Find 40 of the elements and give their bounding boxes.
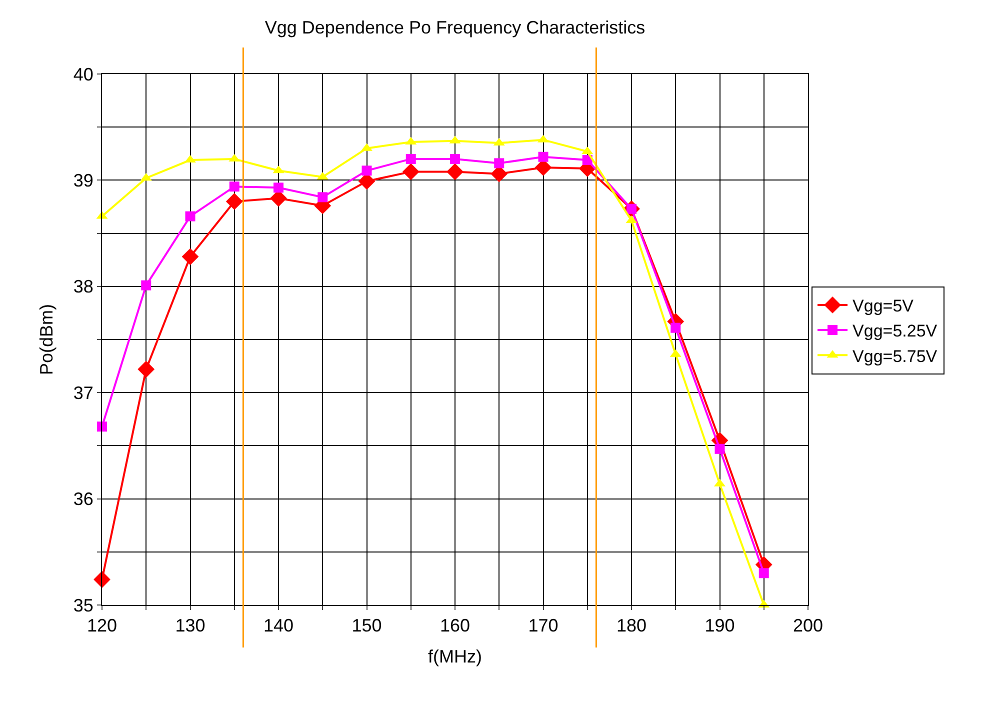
legend-label: Vgg=5.75V [852, 346, 938, 366]
legend-label: Vgg=5.25V [852, 322, 938, 341]
point [141, 280, 152, 290]
y-tick-label: 36 [73, 489, 94, 510]
y-tick-label: 38 [73, 276, 94, 297]
y-tick-label: 37 [73, 382, 94, 403]
point [185, 211, 196, 222]
x-tick-label: 150 [352, 616, 382, 636]
legend-label: Vgg=5V [852, 296, 914, 316]
x-tick-label: 160 [440, 616, 470, 636]
point [318, 192, 328, 202]
point [226, 192, 243, 210]
y-tick-label: 40 [73, 64, 94, 84]
point [402, 163, 420, 180]
point [229, 182, 240, 192]
x-axis-title: f(MHz) [428, 646, 482, 667]
point [538, 152, 548, 162]
point [97, 422, 107, 432]
point [406, 154, 416, 164]
point [446, 163, 464, 180]
x-tick-label: 130 [175, 616, 206, 636]
y-tick-label: 35 [73, 595, 94, 616]
y-axis-title: Po(dBm) [36, 304, 57, 376]
point [714, 444, 725, 454]
chart-title: Vgg Dependence Po Frequency Characteristics [264, 18, 646, 38]
x-tick-label: 170 [528, 616, 558, 636]
y-tick-label: 39 [73, 170, 94, 190]
point [758, 568, 769, 578]
point [138, 360, 155, 378]
point [670, 322, 681, 333]
x-tick-label: 120 [86, 616, 118, 636]
x-tick-label: 140 [263, 616, 294, 636]
point [494, 158, 504, 168]
point [450, 154, 460, 164]
point [274, 182, 284, 193]
point [362, 166, 372, 176]
x-tick-label: 180 [616, 616, 647, 636]
point [182, 248, 199, 266]
x-tick-label: 190 [704, 616, 735, 636]
x-tick-label: 200 [792, 616, 824, 636]
